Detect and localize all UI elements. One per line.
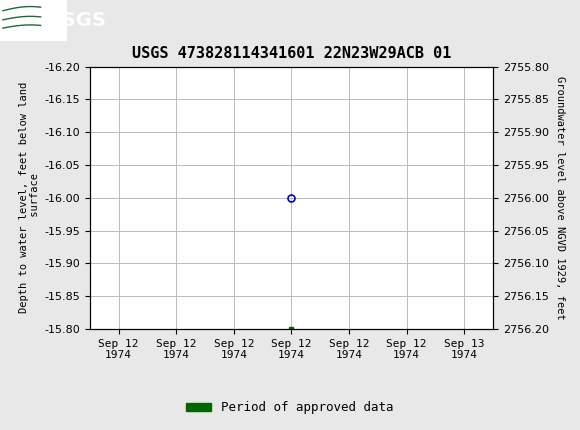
Bar — [0, 0, 67, 41]
Text: USGS: USGS — [46, 11, 106, 30]
Y-axis label: Depth to water level, feet below land
 surface: Depth to water level, feet below land su… — [19, 82, 40, 313]
Title: USGS 473828114341601 22N23W29ACB 01: USGS 473828114341601 22N23W29ACB 01 — [132, 46, 451, 61]
Y-axis label: Groundwater level above NGVD 1929, feet: Groundwater level above NGVD 1929, feet — [556, 76, 566, 319]
Legend: Period of approved data: Period of approved data — [181, 396, 399, 419]
